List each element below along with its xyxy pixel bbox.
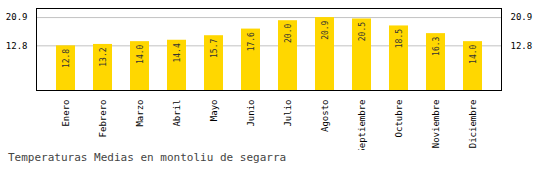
svg-text:12.8: 12.8 (511, 41, 533, 51)
svg-text:Mayo: Mayo (209, 100, 219, 122)
svg-text:Junio: Junio (246, 100, 256, 127)
svg-text:12.8: 12.8 (6, 41, 28, 51)
svg-text:20.5: 20.5 (358, 22, 367, 41)
svg-text:20.9: 20.9 (6, 12, 28, 22)
svg-text:18.5: 18.5 (395, 29, 404, 48)
svg-text:17.6: 17.6 (247, 32, 256, 51)
svg-text:16.3: 16.3 (432, 36, 441, 55)
svg-text:Septiembre: Septiembre (357, 100, 367, 151)
svg-text:14.0: 14.0 (469, 44, 478, 63)
svg-text:Abril: Abril (172, 100, 182, 127)
svg-text:Marzo: Marzo (135, 100, 145, 127)
svg-text:Julio: Julio (283, 100, 293, 127)
html-text:Temperaturas Medias en montoli: Temperaturas Medias en montoliu de segar… (8, 151, 287, 164)
svg-text:15.7: 15.7 (210, 39, 219, 58)
svg-text:20.9: 20.9 (321, 20, 330, 39)
svg-text:14.4: 14.4 (173, 43, 182, 62)
svg-text:14.0: 14.0 (136, 44, 145, 63)
svg-text:Enero: Enero (61, 100, 71, 127)
svg-text:Febrero: Febrero (98, 100, 108, 138)
svg-text:Agosto: Agosto (320, 100, 330, 133)
svg-text:Diciembre: Diciembre (468, 100, 478, 149)
svg-text:12.8: 12.8 (62, 49, 71, 68)
svg-text:20.9: 20.9 (511, 12, 533, 22)
svg-text:Noviembre: Noviembre (431, 100, 441, 149)
svg-text:13.2: 13.2 (99, 47, 108, 66)
svg-text:Octubre: Octubre (394, 100, 404, 138)
svg-text:20.0: 20.0 (284, 24, 293, 43)
